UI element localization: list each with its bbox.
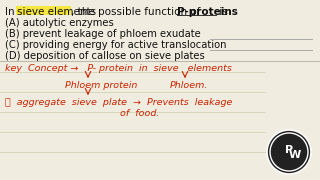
Text: is: is	[216, 7, 227, 17]
Text: , the possible function of: , the possible function of	[71, 7, 204, 17]
Text: Phloem.: Phloem.	[170, 81, 208, 90]
Text: P: P	[285, 145, 293, 155]
Text: (D) deposition of callose on sieve plates: (D) deposition of callose on sieve plate…	[5, 51, 205, 61]
Text: (B) prevent leakage of phloem exudate: (B) prevent leakage of phloem exudate	[5, 29, 201, 39]
Text: (C) providing energy for active translocation: (C) providing energy for active transloc…	[5, 40, 227, 50]
Text: P-proteins: P-proteins	[177, 7, 237, 17]
Text: of  food.: of food.	[120, 109, 159, 118]
FancyBboxPatch shape	[16, 6, 71, 15]
Text: In: In	[5, 7, 18, 17]
Text: sieve elements: sieve elements	[17, 7, 96, 17]
Text: key  Concept →   P- protein  in  sieve   elements: key Concept → P- protein in sieve elemen…	[5, 64, 232, 73]
Circle shape	[267, 130, 311, 174]
Text: Phloem protein: Phloem protein	[65, 81, 137, 90]
Text: ⓞ  aggregate  sieve  plate  →  Prevents  leakage: ⓞ aggregate sieve plate → Prevents leaka…	[5, 98, 232, 107]
Text: W: W	[289, 150, 301, 160]
Text: (A) autolytic enzymes: (A) autolytic enzymes	[5, 18, 114, 28]
